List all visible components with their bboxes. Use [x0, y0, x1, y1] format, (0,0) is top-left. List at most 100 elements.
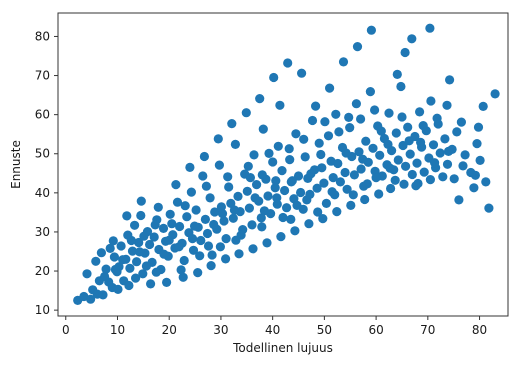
- data-point: [139, 231, 149, 241]
- data-point: [113, 284, 123, 294]
- data-point: [376, 126, 386, 136]
- data-point: [374, 189, 384, 199]
- data-point: [171, 180, 181, 190]
- y-tick-label: 40: [35, 186, 50, 200]
- data-point: [438, 172, 448, 182]
- data-point: [202, 228, 213, 239]
- data-point: [217, 209, 228, 219]
- data-point: [243, 161, 253, 171]
- data-point: [187, 234, 198, 244]
- data-point: [478, 101, 488, 111]
- data-point: [470, 170, 480, 180]
- data-point: [352, 42, 363, 52]
- data-point: [384, 108, 394, 118]
- data-point: [185, 162, 195, 172]
- x-tick-label: 60: [368, 323, 383, 337]
- data-point: [186, 187, 196, 197]
- data-point: [297, 68, 307, 78]
- y-tick-label: 60: [35, 108, 50, 122]
- data-point: [131, 273, 141, 283]
- data-point: [141, 261, 151, 271]
- data-point: [215, 242, 225, 252]
- data-point: [330, 190, 340, 200]
- data-point: [116, 241, 126, 251]
- data-point: [407, 34, 417, 44]
- data-point: [145, 239, 155, 250]
- data-point: [167, 219, 177, 229]
- data-point: [146, 279, 156, 289]
- data-point: [101, 264, 111, 274]
- data-point: [165, 209, 175, 219]
- data-point: [268, 157, 278, 167]
- data-point: [292, 200, 302, 210]
- x-tick-label: 40: [265, 323, 280, 337]
- data-point: [375, 150, 385, 160]
- data-point: [371, 173, 381, 183]
- data-point: [196, 235, 206, 246]
- data-point: [219, 216, 229, 226]
- data-point: [469, 183, 479, 193]
- data-point: [229, 205, 239, 215]
- data-point: [252, 180, 262, 190]
- data-point: [342, 184, 352, 194]
- data-point: [440, 134, 450, 144]
- data-point: [366, 25, 376, 35]
- data-point: [407, 169, 417, 180]
- data-point: [386, 183, 396, 194]
- data-point: [415, 107, 425, 117]
- data-point: [255, 94, 265, 104]
- data-point: [228, 213, 238, 223]
- data-point: [263, 191, 273, 201]
- data-point: [105, 243, 115, 253]
- data-point: [257, 170, 267, 180]
- data-point: [125, 263, 135, 273]
- data-point: [195, 251, 205, 261]
- data-point: [283, 58, 293, 68]
- data-point: [331, 109, 341, 119]
- x-tick-label: 0: [62, 323, 70, 337]
- data-point: [344, 112, 354, 122]
- data-point: [356, 114, 366, 124]
- data-point: [230, 139, 240, 149]
- data-point: [280, 185, 290, 196]
- data-point: [306, 169, 316, 179]
- data-point: [188, 245, 199, 255]
- data-point: [249, 150, 259, 160]
- data-point: [481, 177, 491, 187]
- data-point: [456, 117, 466, 127]
- x-tick-label: 80: [472, 323, 487, 337]
- data-point: [210, 207, 220, 217]
- data-point: [391, 128, 401, 138]
- data-point: [419, 167, 429, 177]
- data-point: [333, 158, 343, 169]
- data-point: [182, 212, 192, 222]
- data-point: [296, 187, 306, 198]
- data-point: [118, 255, 128, 265]
- data-point: [313, 207, 323, 217]
- data-point: [416, 137, 426, 147]
- data-point: [328, 173, 338, 183]
- data-point: [307, 115, 318, 126]
- data-point: [284, 144, 294, 154]
- data-point: [162, 277, 172, 287]
- x-tick-label: 10: [110, 323, 125, 337]
- data-point: [397, 112, 407, 122]
- data-point: [178, 272, 188, 282]
- data-point: [351, 99, 361, 109]
- data-point: [127, 246, 138, 256]
- data-point: [273, 141, 283, 151]
- data-point: [206, 261, 216, 271]
- data-point: [354, 147, 364, 157]
- data-point: [418, 121, 428, 131]
- data-point: [109, 252, 119, 262]
- data-point: [365, 87, 375, 97]
- data-point: [100, 271, 110, 282]
- data-point: [227, 119, 237, 129]
- data-point: [400, 47, 410, 58]
- x-axis-label: Todellinen lujuus: [232, 341, 333, 355]
- data-point: [299, 134, 309, 144]
- data-point: [172, 197, 183, 207]
- data-point: [150, 220, 160, 230]
- data-point: [199, 151, 209, 162]
